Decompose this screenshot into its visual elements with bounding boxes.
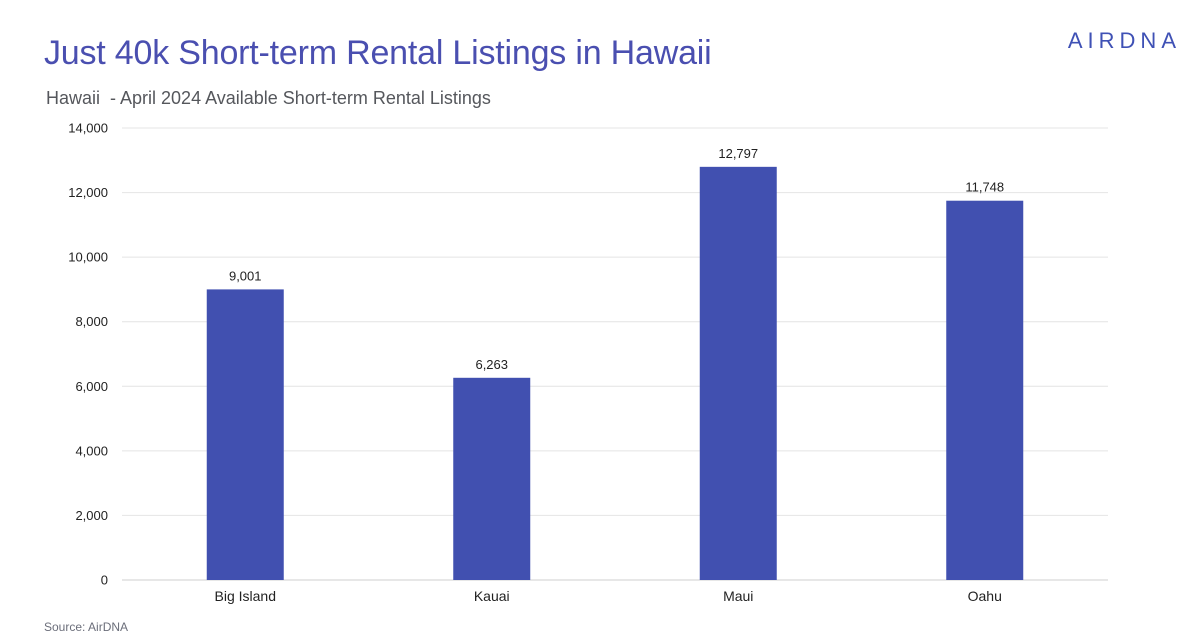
y-tick-label: 10,000	[68, 250, 108, 265]
x-axis-labels: Big Island Kauai Maui Oahu	[215, 588, 1002, 604]
bars	[206, 166, 1024, 580]
airdna-logo: AIRDNA	[1067, 28, 1181, 53]
gridlines	[122, 127, 1108, 581]
data-label: 12,797	[718, 146, 758, 161]
chart-title: Just 40k Short-term Rental Listings in H…	[44, 34, 712, 72]
x-category-label: Oahu	[968, 588, 1002, 604]
y-axis-ticks: 0 2,000 4,000 6,000 8,000 10,000 12,000 14,000	[68, 121, 108, 588]
y-tick-label: 8,000	[75, 314, 108, 329]
bar-big-island	[206, 289, 284, 580]
data-label: 6,263	[475, 357, 508, 372]
y-tick-label: 0	[101, 573, 108, 588]
bar-oahu	[946, 200, 1024, 580]
y-tick-label: 4,000	[75, 443, 108, 458]
bar-kauai	[453, 377, 531, 580]
source-note: Source: AirDNA	[44, 620, 129, 634]
data-labels: 9,001 6,263 12,797 11,748	[229, 146, 1004, 372]
y-tick-label: 14,000	[68, 121, 108, 136]
bar-maui	[699, 166, 777, 580]
y-tick-label: 2,000	[75, 508, 108, 523]
y-tick-label: 6,000	[75, 379, 108, 394]
x-category-label: Big Island	[215, 588, 276, 604]
x-category-label: Maui	[723, 588, 753, 604]
y-tick-label: 12,000	[68, 185, 108, 200]
chart-subtitle: Hawaii - April 2024 Available Short-term…	[46, 88, 491, 108]
data-label: 9,001	[229, 268, 262, 283]
x-category-label: Kauai	[474, 588, 510, 604]
data-label: 11,748	[965, 180, 1004, 195]
